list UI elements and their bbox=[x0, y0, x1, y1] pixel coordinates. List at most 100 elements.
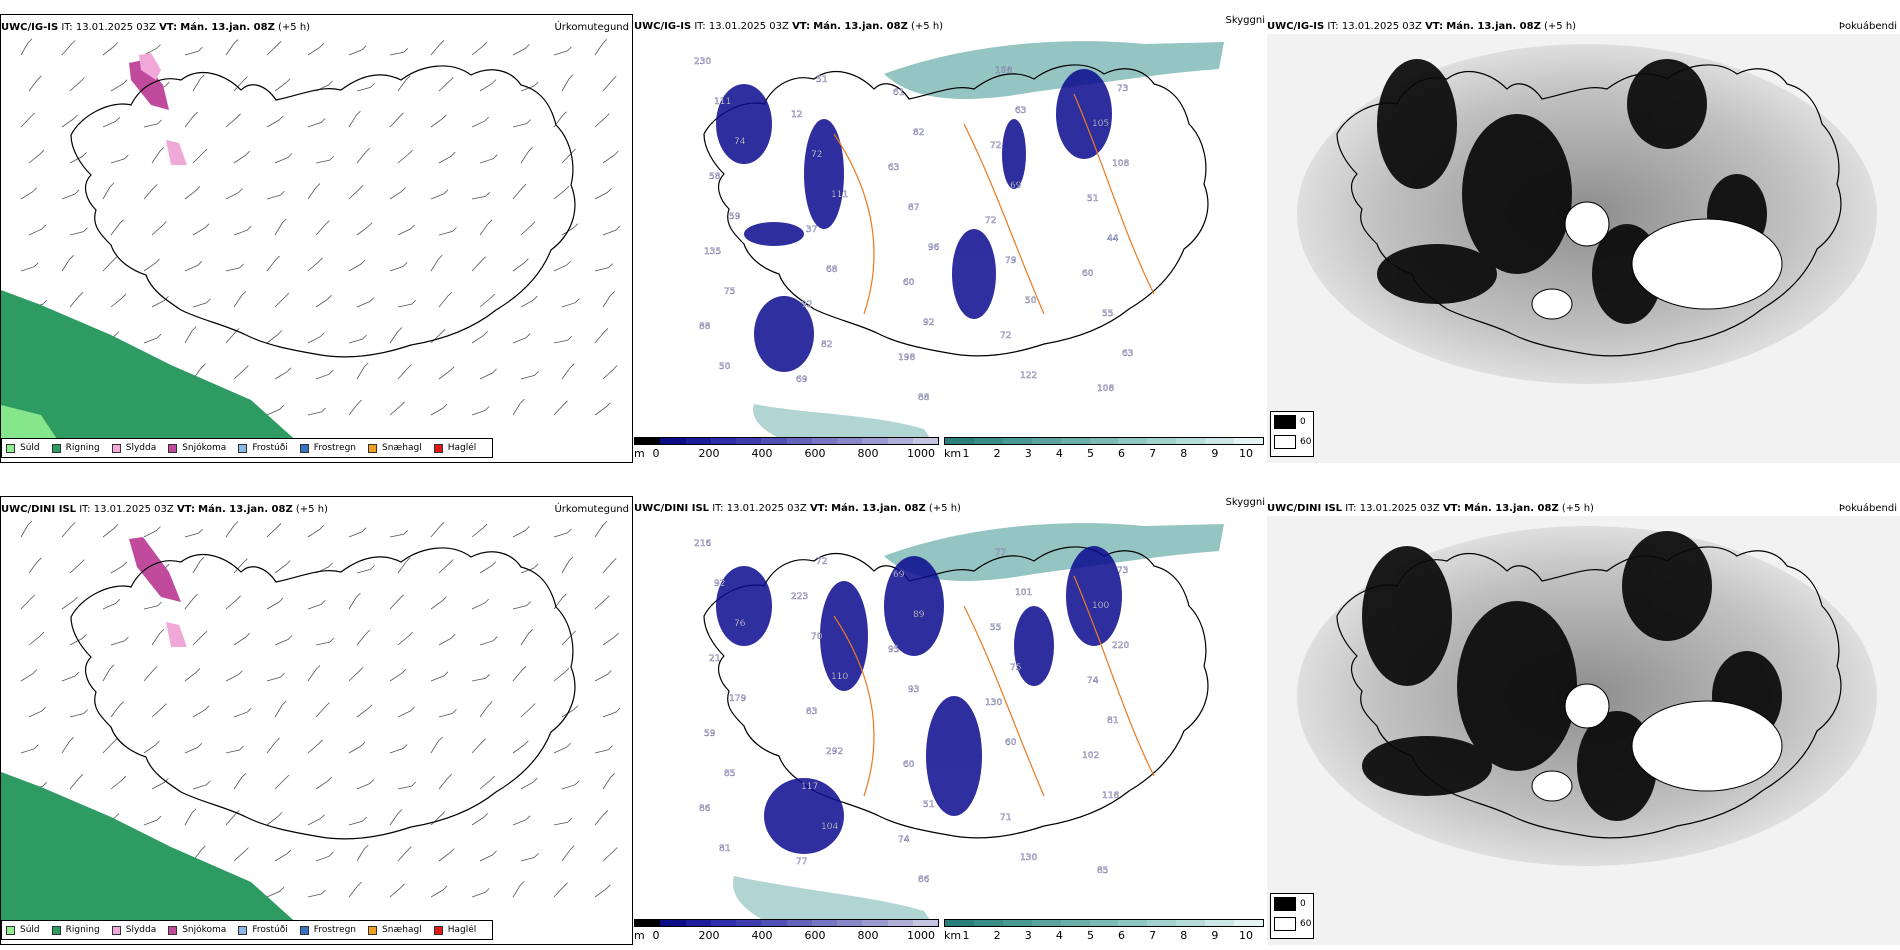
low-visibility-band-south bbox=[733, 876, 934, 926]
ceiling-value-label: 79 bbox=[1005, 256, 1017, 266]
wind-barb bbox=[553, 882, 568, 898]
wind-barb bbox=[594, 884, 611, 898]
wind-barb bbox=[479, 293, 495, 308]
wind-barb bbox=[594, 670, 612, 682]
wind-barb bbox=[110, 154, 129, 164]
legend-swatch bbox=[368, 443, 378, 453]
ceiling-value-label: 77 bbox=[995, 548, 1006, 558]
wind-barb bbox=[266, 190, 285, 200]
ceiling-colorbar: m 0 200 400 600 800 1000 bbox=[634, 437, 939, 461]
wind-barb bbox=[184, 528, 203, 538]
legend-item: Slydda bbox=[111, 443, 156, 453]
wind-barb bbox=[61, 114, 78, 128]
wind-barb bbox=[471, 598, 489, 610]
legend-label: Súld bbox=[20, 925, 40, 935]
wind-barb bbox=[479, 701, 493, 718]
low-ceiling-areas bbox=[716, 546, 1122, 854]
low-visibility-band bbox=[884, 523, 1224, 581]
ceiling-value-label: 83 bbox=[806, 707, 817, 717]
wind-barb bbox=[471, 331, 488, 344]
colorbar-strip bbox=[944, 437, 1264, 445]
wind-barb bbox=[602, 707, 621, 718]
ceiling-value-label: 60 bbox=[903, 278, 915, 288]
glaciers bbox=[1531, 683, 1783, 802]
wind-barb bbox=[307, 814, 325, 826]
river-network bbox=[833, 93, 1155, 315]
wind-barb bbox=[512, 815, 531, 826]
cloud-index-panel-row1: UWC/IG-IS IT: 13.01.2025 03Z VT: Mán. 13… bbox=[1267, 14, 1900, 463]
init-time: 13.01.2025 03Z bbox=[708, 21, 789, 32]
legend-label: Snjókoma bbox=[182, 925, 227, 935]
wind-barb bbox=[274, 153, 293, 164]
wind-barb bbox=[225, 39, 239, 56]
wind-barb bbox=[397, 364, 412, 380]
ceiling-value-label: 72 bbox=[816, 557, 827, 567]
lead-time: (+5 h) bbox=[278, 22, 311, 33]
colorbar-tick: 0 bbox=[652, 447, 660, 460]
legend-swatch bbox=[433, 443, 443, 453]
ceiling-value-label: 74 bbox=[898, 835, 910, 845]
wind-barb bbox=[512, 398, 525, 416]
wind-barb bbox=[233, 365, 249, 380]
wind-barb bbox=[561, 705, 579, 718]
ceiling-value-label: 220 bbox=[1112, 641, 1129, 651]
wind-barb bbox=[356, 629, 371, 646]
wind-barb bbox=[594, 113, 610, 128]
wind-barb bbox=[225, 670, 243, 682]
wind-barb bbox=[479, 79, 497, 92]
wind-barb bbox=[512, 740, 529, 754]
wind-barb bbox=[389, 744, 408, 754]
wind-barb bbox=[512, 184, 527, 200]
panel-title: Skyggni bbox=[1225, 15, 1265, 26]
colorbar-tick: 3 bbox=[1024, 447, 1032, 460]
precip-map bbox=[1, 38, 621, 445]
wind-barb bbox=[594, 595, 610, 610]
wind-barb bbox=[151, 703, 167, 718]
wind-barb bbox=[307, 889, 326, 898]
wind-barb bbox=[512, 119, 531, 128]
legend-swatch bbox=[238, 925, 248, 935]
ceiling-value-label: 92 bbox=[714, 579, 725, 589]
ceiling-value-label: 179 bbox=[729, 694, 746, 704]
wind-barb bbox=[61, 737, 74, 754]
legend-label: Rigning bbox=[65, 443, 100, 453]
wind-barb bbox=[28, 149, 45, 164]
wind-barb bbox=[356, 779, 375, 790]
wind-barb bbox=[512, 880, 525, 898]
wind-barb bbox=[430, 522, 445, 538]
precip-type-legend: Súld Rigning Slydda Snjókoma Frostúði Frostre… bbox=[1, 438, 494, 458]
wind-barb bbox=[438, 227, 457, 236]
wind-barb bbox=[520, 371, 539, 380]
wind-barb bbox=[348, 816, 367, 826]
wind-barb bbox=[315, 155, 334, 164]
panel-header: UWC/DINI ISL IT: 13.01.2025 03Z VT: Mán.… bbox=[1267, 503, 1897, 514]
wind-barb bbox=[225, 328, 240, 344]
precip-type-panel-row2: UWC/DINI ISL IT: 13.01.2025 03Z VT: Mán.… bbox=[0, 496, 633, 945]
ceiling-value-label: 110 bbox=[831, 672, 848, 682]
wind-barb bbox=[471, 674, 490, 682]
wind-barb bbox=[233, 632, 250, 646]
ceiling-value-label: 93 bbox=[908, 685, 919, 695]
ceiling-value-label: 59 bbox=[729, 212, 741, 222]
wind-barb bbox=[274, 774, 290, 790]
ceiling-value-label: 86 bbox=[918, 875, 930, 885]
wind-barb bbox=[184, 593, 198, 610]
wind-barb bbox=[274, 218, 287, 236]
precip-type-panel-row1: UWC/IG-IS IT: 13.01.2025 03Z VT: Mán. 13… bbox=[0, 14, 633, 463]
lead-time: (+5 h) bbox=[1544, 21, 1577, 32]
ceiling-value-label: 230 bbox=[694, 57, 711, 67]
wind-barb bbox=[438, 291, 453, 308]
wind-barb bbox=[266, 41, 282, 56]
panel-header: UWC/IG-IS IT: 13.01.2025 03Z VT: Mán. 13… bbox=[1267, 21, 1897, 32]
wind-barb bbox=[348, 259, 366, 272]
valid-time: Mán. 13.jan. 08Z bbox=[180, 22, 275, 33]
init-time: 13.01.2025 03Z bbox=[1359, 503, 1440, 514]
colorbar-tick: 4 bbox=[1055, 447, 1063, 460]
legend-swatch bbox=[51, 925, 61, 935]
wind-barb bbox=[266, 737, 280, 754]
sleet-area bbox=[139, 53, 161, 80]
ceiling-value-label: 58 bbox=[709, 172, 721, 182]
wind-barb bbox=[184, 808, 197, 826]
ceiling-value-label: 70 bbox=[811, 632, 823, 642]
wind-barb bbox=[553, 111, 567, 128]
